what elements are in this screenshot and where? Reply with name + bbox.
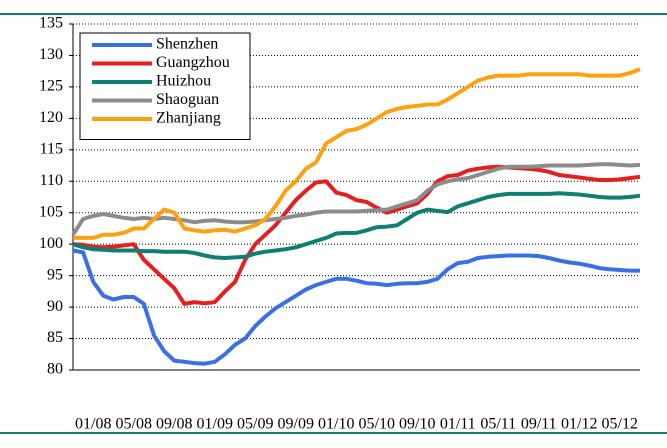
y-tick-label: 85	[47, 329, 63, 346]
legend-box	[79, 32, 251, 140]
x-tick-label: 05/11	[480, 416, 516, 433]
legend-label: Zhanjiang	[156, 110, 221, 127]
x-tick-label: 01/08	[75, 416, 111, 433]
series-line	[71, 162, 641, 236]
x-tick-label: 09/10	[399, 416, 435, 433]
x-tick-label: 01/12	[561, 416, 597, 433]
x-tick-label: 09/09	[278, 416, 314, 433]
y-tick-label: 115	[40, 140, 63, 157]
y-tick-label: 95	[47, 266, 63, 283]
y-tick-label: 105	[39, 203, 63, 220]
y-tick-label: 90	[47, 298, 63, 315]
series-line	[73, 67, 641, 240]
y-tick-label: 135	[39, 15, 63, 32]
x-tick-label: 01/09	[197, 416, 233, 433]
legend-label: Shaoguan	[156, 91, 219, 108]
x-tick-label: 05/09	[237, 416, 273, 433]
y-tick-label: 130	[39, 46, 63, 63]
y-tick-label: 125	[39, 78, 63, 95]
x-tick-label: 01/10	[318, 416, 354, 433]
y-tick-label: 120	[39, 109, 63, 126]
x-tick-label: 05/10	[359, 416, 395, 433]
y-tick-label: 110	[40, 172, 63, 189]
series-line	[72, 248, 640, 366]
x-tick-label: 09/11	[521, 416, 557, 433]
legend-label: Guangzhou	[156, 54, 230, 71]
x-tick-label: 09/08	[156, 416, 192, 433]
legend-label: Shenzhen	[156, 36, 218, 53]
legend-label: Huizhou	[156, 73, 211, 90]
x-tick-label: 01/11	[440, 416, 476, 433]
y-tick-label: 100	[39, 235, 63, 252]
series-line	[72, 191, 641, 260]
x-tick-label: 05/08	[116, 416, 152, 433]
x-tick-label: 05/12	[602, 416, 638, 433]
y-tick-label: 80	[47, 361, 63, 378]
series-line	[72, 164, 641, 306]
